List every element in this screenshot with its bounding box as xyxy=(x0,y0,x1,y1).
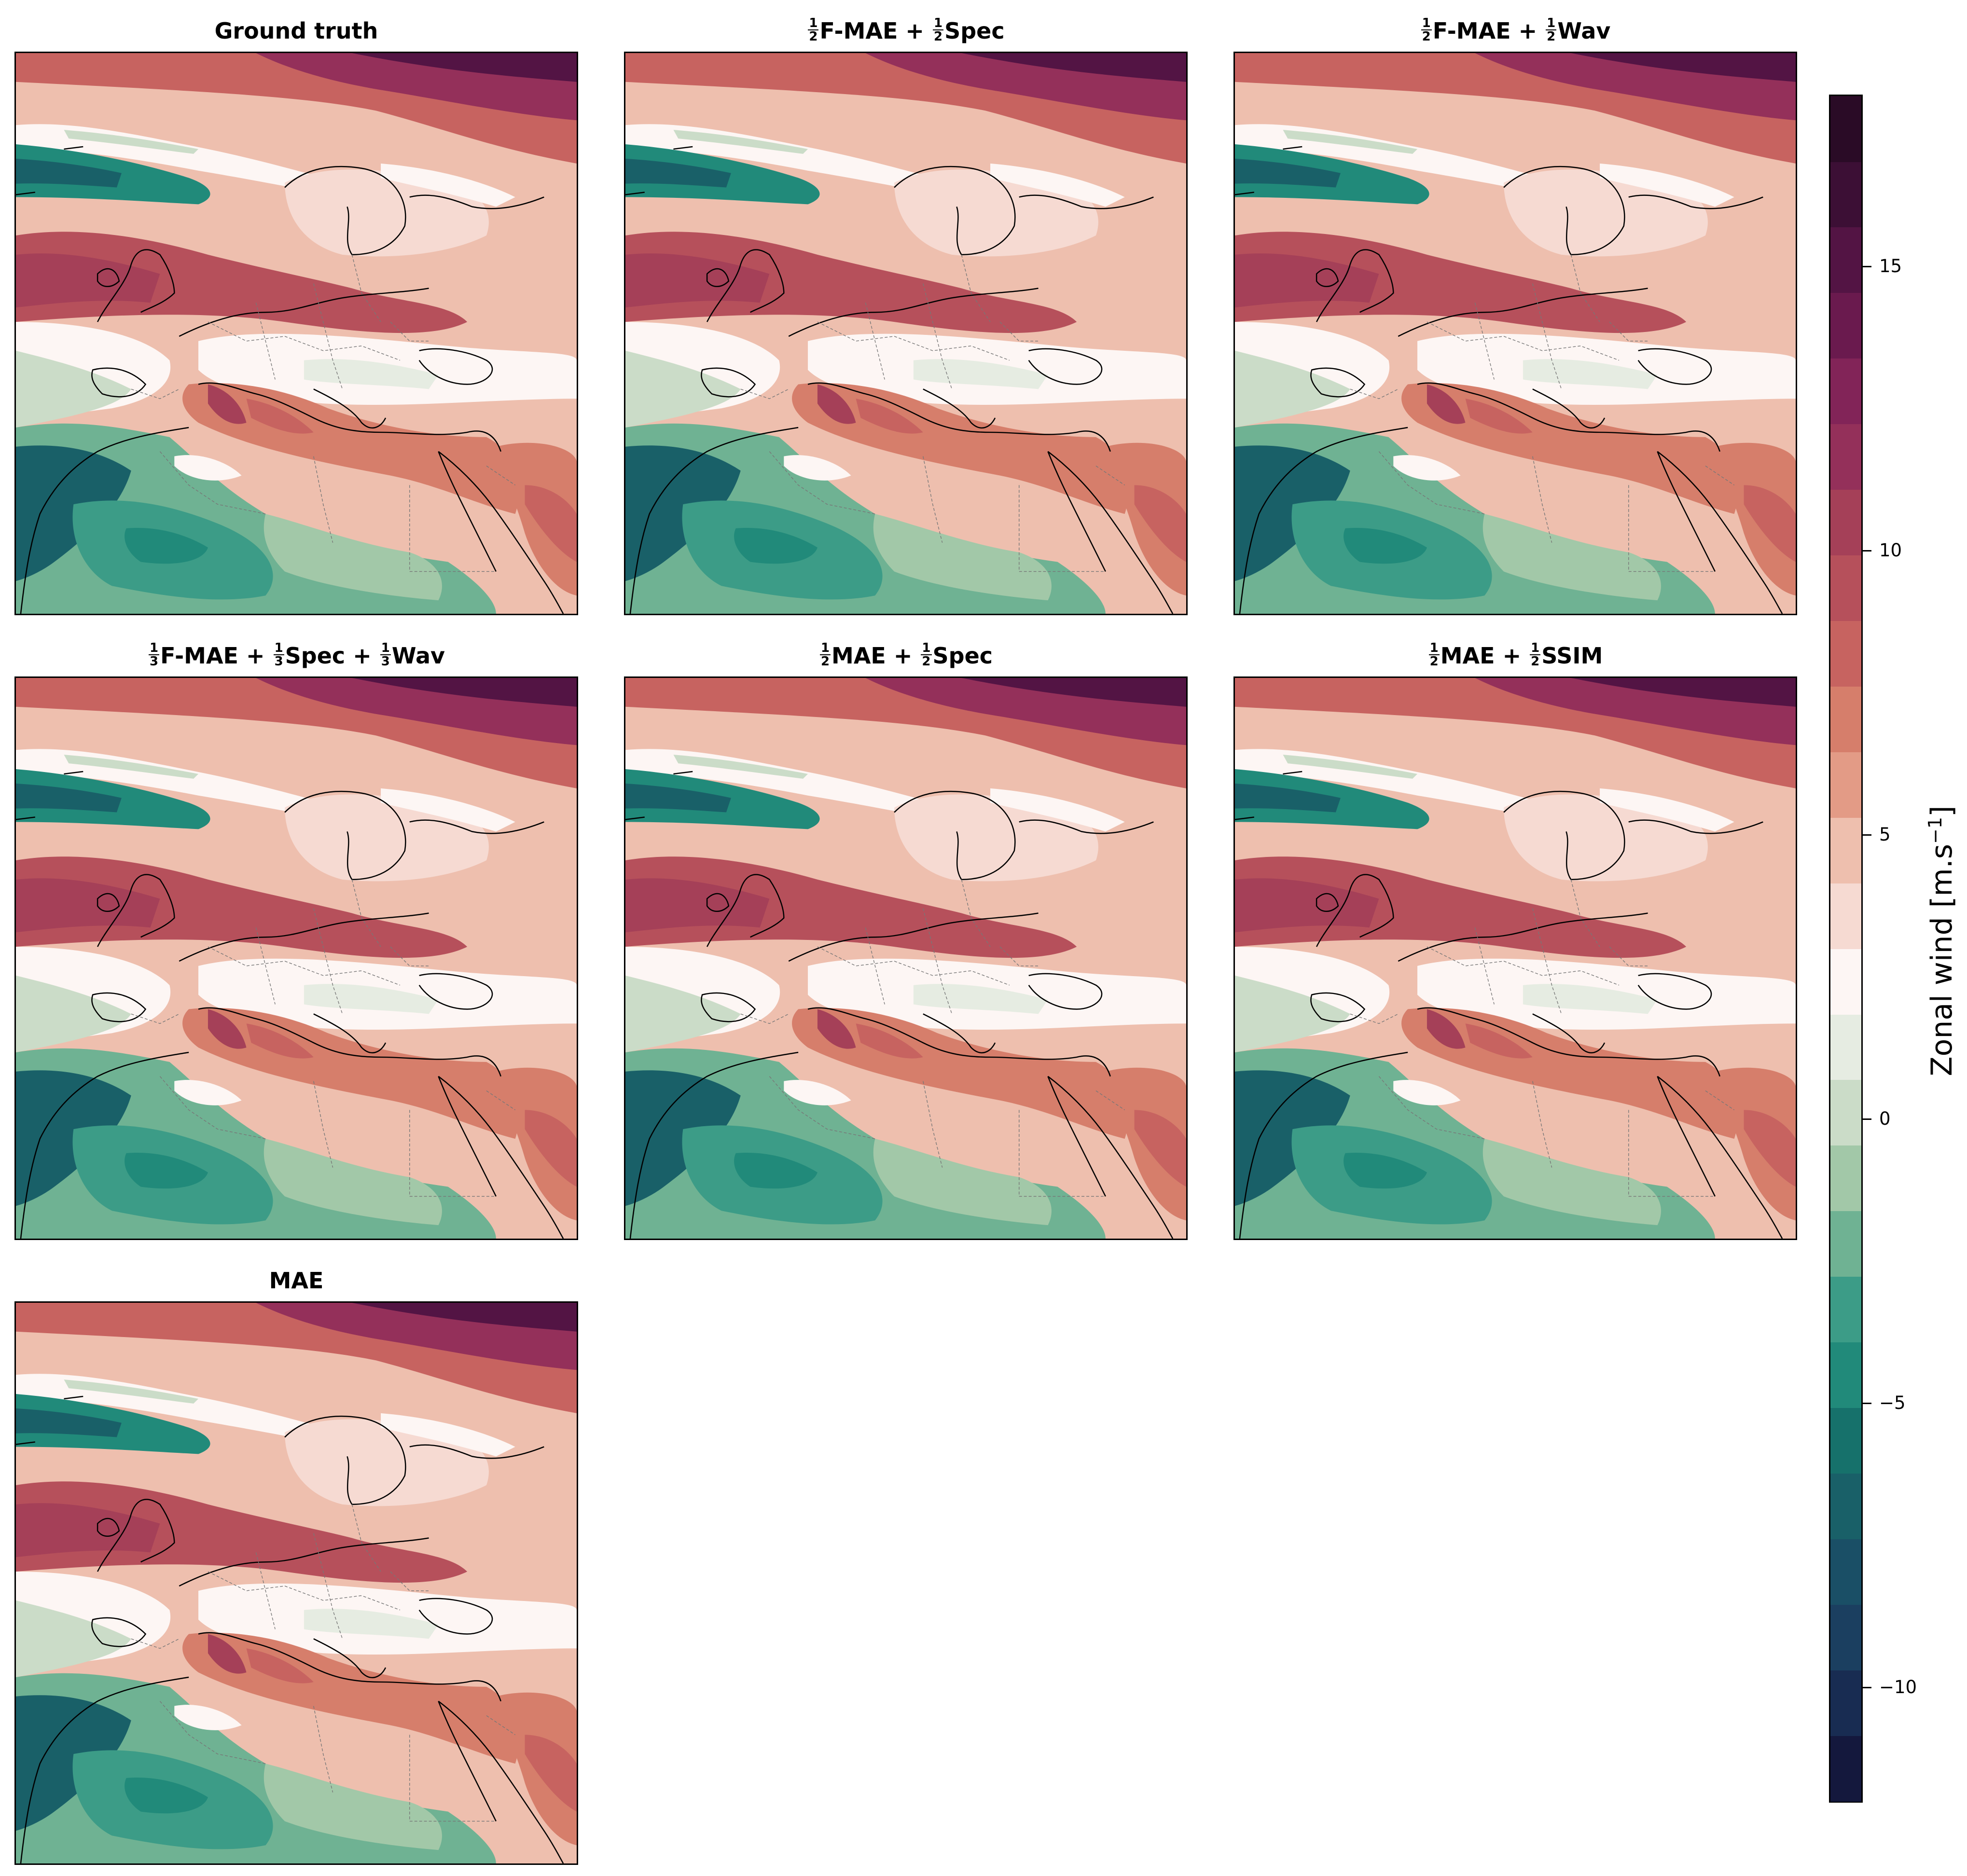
colorbar-segment xyxy=(1830,96,1861,162)
colorbar-segment xyxy=(1830,1079,1861,1146)
colorbar xyxy=(1829,95,1863,1803)
colorbar-segment xyxy=(1830,1211,1861,1277)
colorbar-segment xyxy=(1830,1276,1861,1343)
colorbar-tick: 10 xyxy=(1863,541,1902,560)
map-mae-ssim xyxy=(1233,676,1797,1240)
panel-title: 1 2 F-MAE + 1 2 Wav xyxy=(1421,15,1611,44)
colorbar-segment xyxy=(1830,949,1861,1015)
panel-title: 1 2 MAE + 1 2 Spec xyxy=(819,640,993,669)
map-mae-spec xyxy=(624,676,1188,1240)
colorbar-tick: 15 xyxy=(1863,257,1902,276)
colorbar-segment xyxy=(1830,292,1861,359)
colorbar-tick: 5 xyxy=(1863,825,1891,844)
map-fmae-spec-wav xyxy=(14,676,578,1240)
colorbar-segment xyxy=(1830,1604,1861,1670)
panel-title: 1 3 F-MAE + 1 3 Spec + 1 3 Wav xyxy=(148,640,445,669)
colorbar-segment xyxy=(1830,1473,1861,1539)
colorbar-segment xyxy=(1830,227,1861,293)
panel-title: Ground truth xyxy=(214,18,378,44)
colorbar-segment xyxy=(1830,1145,1861,1212)
colorbar-segment xyxy=(1830,883,1861,949)
map-ground-truth xyxy=(14,52,578,615)
colorbar-segment xyxy=(1830,161,1861,228)
colorbar-segment xyxy=(1830,1539,1861,1605)
panel-mae-spec: 1 2 MAE + 1 2 Spec xyxy=(624,642,1188,1240)
colorbar-tick: −5 xyxy=(1863,1393,1906,1413)
colorbar-segment xyxy=(1830,424,1861,490)
colorbar-segment xyxy=(1830,1736,1861,1802)
map-fmae-wav xyxy=(1233,52,1797,615)
colorbar-segment xyxy=(1830,686,1861,752)
colorbar-segment xyxy=(1830,817,1861,883)
panel-title: MAE xyxy=(269,1268,324,1294)
colorbar-segment xyxy=(1830,621,1861,687)
panel-ground-truth: Ground truth xyxy=(14,18,578,615)
colorbar-segment xyxy=(1830,1407,1861,1474)
panel-fmae-spec-wav: 1 3 F-MAE + 1 3 Spec + 1 3 Wav xyxy=(14,642,578,1240)
map-fmae-spec xyxy=(624,52,1188,615)
colorbar-segment xyxy=(1830,1342,1861,1408)
panel-mae-ssim: 1 2 MAE + 1 2 SSIM xyxy=(1233,642,1797,1240)
panel-title: 1 2 MAE + 1 2 SSIM xyxy=(1428,640,1603,669)
colorbar-tick: −10 xyxy=(1863,1678,1917,1697)
panel-fmae-spec: 1 2 F-MAE + 1 2 Spec xyxy=(624,17,1188,615)
colorbar-segment xyxy=(1830,358,1861,425)
colorbar-segment xyxy=(1830,752,1861,818)
panel-fmae-wav: 1 2 F-MAE + 1 2 Wav xyxy=(1233,17,1797,615)
panel-title: 1 2 F-MAE + 1 2 Spec xyxy=(808,15,1005,44)
colorbar-segment xyxy=(1830,1670,1861,1736)
panel-mae: MAE xyxy=(14,1268,578,1865)
map-mae xyxy=(14,1301,578,1865)
colorbar-segment xyxy=(1830,489,1861,556)
colorbar-tick: 0 xyxy=(1863,1109,1891,1129)
colorbar-segment xyxy=(1830,1014,1861,1080)
colorbar-segment xyxy=(1830,555,1861,621)
